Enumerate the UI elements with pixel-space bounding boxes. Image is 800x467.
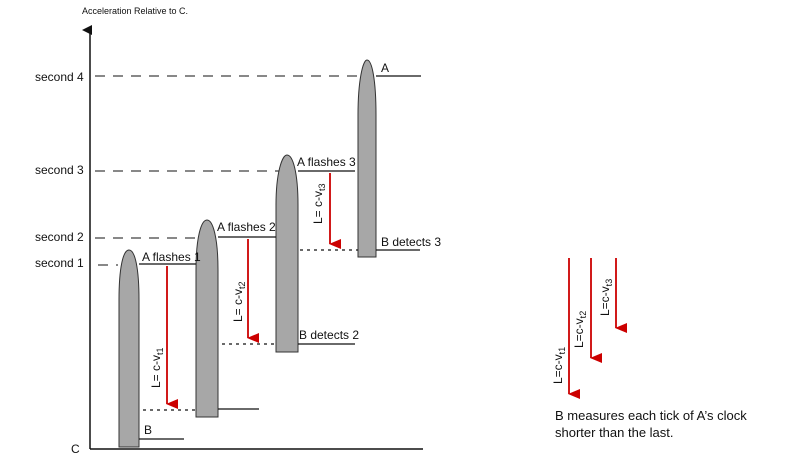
formula-1: L= c-vt1 — [149, 347, 165, 388]
caption-line-1: B measures each tick of A’s clock — [555, 408, 747, 423]
second-3-label: second 3 — [35, 163, 84, 177]
pillar-4 — [357, 59, 377, 258]
b-label: B — [144, 423, 152, 437]
chart-title: Acceleration Relative to C. — [82, 6, 188, 16]
flash-1-label: A flashes 1 — [142, 250, 201, 264]
detect-3-label: B detects 3 — [381, 235, 441, 249]
pillar-2 — [195, 219, 219, 418]
formula-3: L= c-vt3 — [311, 183, 327, 224]
flash-2-label: A flashes 2 — [217, 220, 276, 234]
pillar-1 — [118, 249, 140, 448]
second-4-label: second 4 — [35, 70, 84, 84]
caption-line-2: shorter than the last. — [555, 425, 674, 440]
pillar-3 — [275, 154, 299, 353]
second-1-label: second 1 — [35, 256, 84, 270]
origin-label: C — [71, 442, 80, 456]
second-2-label: second 2 — [35, 230, 84, 244]
compare-formula-3: L=c-vt3 — [598, 279, 614, 316]
flash-3-label: A flashes 3 — [297, 155, 356, 169]
formula-2: L= c-vt2 — [231, 281, 247, 322]
top-a-label: A — [381, 61, 389, 75]
compare-formula-2: L=c-vt2 — [572, 311, 588, 348]
compare-formula-1: L=c-vt1 — [551, 347, 567, 384]
detect-2-label: B detects 2 — [299, 328, 359, 342]
